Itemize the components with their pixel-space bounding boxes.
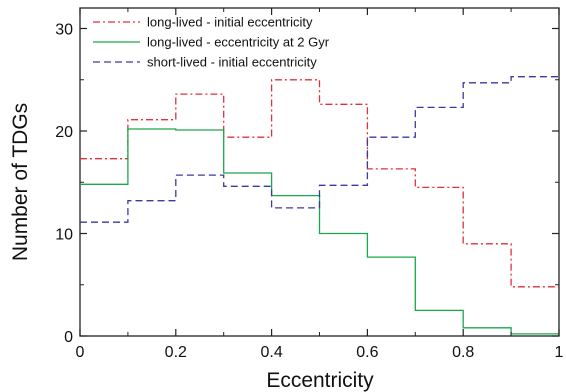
series-line-3 <box>80 76 559 223</box>
legend: long-lived - initial eccentricity long-li… <box>93 15 330 70</box>
y-tick-label: 10 <box>55 227 73 244</box>
y-tick-label: 20 <box>55 124 73 141</box>
legend-label-1: long-lived - initial eccentricity <box>147 15 313 30</box>
x-tick-label: 0.4 <box>260 344 282 361</box>
y-tick-label: 0 <box>64 329 73 346</box>
y-axis-title: Number of TDGs <box>9 103 32 261</box>
series-line-1 <box>80 79 559 288</box>
x-tick-label: 0.6 <box>356 344 378 361</box>
tick-marks <box>79 8 560 337</box>
plot-area <box>79 7 560 337</box>
series-layer <box>80 76 559 335</box>
x-tick-labels: 0 0.2 0.4 0.6 0.8 1 <box>76 344 564 361</box>
x-tick-label: 0.8 <box>452 344 474 361</box>
x-axis-title: Eccentricity <box>266 369 374 392</box>
legend-label-2: long-lived - eccentricity at 2 Gyr <box>147 35 330 50</box>
legend-label-3: short-lived - initial eccentricity <box>147 55 317 70</box>
x-tick-label: 0 <box>76 344 85 361</box>
y-tick-label: 30 <box>55 22 73 39</box>
y-tick-labels: 0 10 20 30 <box>55 22 73 347</box>
series-line-2 <box>80 128 559 335</box>
x-tick-label: 1 <box>555 344 564 361</box>
x-tick-label: 0.2 <box>165 344 187 361</box>
